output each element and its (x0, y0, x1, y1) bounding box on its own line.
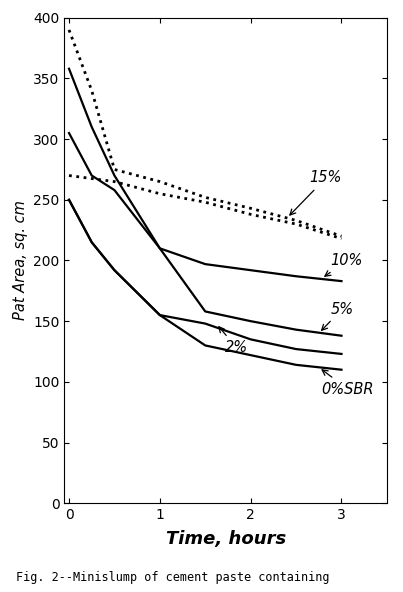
Text: 10%: 10% (325, 253, 363, 276)
Text: Fig. 2--Minislump of cement paste containing: Fig. 2--Minislump of cement paste contai… (16, 571, 330, 584)
Text: 0%SBR: 0%SBR (322, 370, 374, 397)
X-axis label: Time, hours: Time, hours (166, 530, 286, 548)
Text: 2%: 2% (219, 327, 248, 355)
Y-axis label: Pat Area, sq. cm: Pat Area, sq. cm (12, 201, 28, 320)
Text: 15%: 15% (290, 170, 342, 215)
Text: 5%: 5% (322, 301, 354, 330)
